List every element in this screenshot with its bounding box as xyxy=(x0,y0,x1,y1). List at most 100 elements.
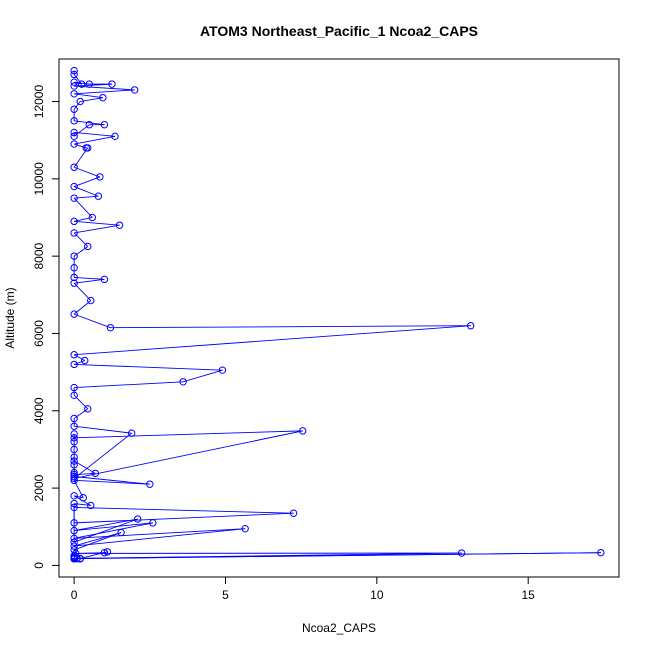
series-segment xyxy=(73,197,93,218)
data-point xyxy=(94,192,103,200)
data-point xyxy=(70,66,78,75)
series-segment xyxy=(73,354,85,361)
data-point xyxy=(70,383,78,392)
series-segment xyxy=(74,430,303,479)
data-point xyxy=(70,526,78,535)
series-segment xyxy=(73,101,81,110)
series-segment xyxy=(74,93,103,99)
data-point xyxy=(70,163,78,171)
data-point xyxy=(96,173,104,181)
y-tick-label: 2000 xyxy=(32,474,46,501)
data-point xyxy=(111,132,119,141)
data-point xyxy=(100,548,109,557)
data-point xyxy=(76,554,84,563)
series-segment xyxy=(74,532,122,547)
data-point xyxy=(70,474,78,483)
data-point xyxy=(70,105,78,113)
data-point xyxy=(70,546,78,554)
x-axis-label: Ncoa2_CAPS xyxy=(302,621,376,635)
data-point xyxy=(70,264,78,272)
data-point xyxy=(84,405,92,413)
data-point xyxy=(82,144,90,152)
series-segment xyxy=(73,166,101,178)
data-point xyxy=(70,252,78,260)
series-segment xyxy=(74,135,116,145)
data-point xyxy=(91,469,100,478)
series-segment xyxy=(74,278,105,284)
data-point xyxy=(70,542,78,550)
series-segment xyxy=(74,195,99,199)
data-point xyxy=(70,90,78,98)
data-point xyxy=(70,194,78,202)
data-point xyxy=(70,78,78,86)
series-segment xyxy=(73,313,111,329)
data-point xyxy=(70,128,78,137)
data-point xyxy=(70,519,78,527)
series-segment xyxy=(80,551,108,559)
series-segment xyxy=(74,479,150,485)
data-point xyxy=(70,468,78,477)
series-segment xyxy=(74,81,82,85)
data-point xyxy=(70,476,78,485)
y-tick-label: 12000 xyxy=(32,85,46,119)
series-segment xyxy=(74,363,223,371)
y-axis-label: Altitude (m) xyxy=(3,287,17,348)
y-tick-label: 0 xyxy=(32,562,46,569)
data-point xyxy=(88,213,96,222)
data-point xyxy=(108,80,116,88)
data-point xyxy=(70,132,78,141)
data-point xyxy=(70,461,78,469)
data-point xyxy=(70,82,78,90)
data-point xyxy=(73,554,81,563)
data-point xyxy=(103,548,112,556)
data-point xyxy=(70,414,78,423)
y-tick-label: 10000 xyxy=(32,162,46,196)
data-point xyxy=(81,356,89,365)
data-point xyxy=(70,434,78,442)
data-point xyxy=(70,472,78,481)
data-point xyxy=(466,322,475,330)
data-point xyxy=(70,70,78,79)
data-point xyxy=(289,509,298,517)
series-segment xyxy=(110,325,471,329)
series-segment xyxy=(73,532,122,551)
data-point xyxy=(70,273,78,282)
data-point xyxy=(70,534,78,543)
data-point xyxy=(70,351,78,359)
data-point xyxy=(70,457,78,465)
series-segment xyxy=(73,74,83,85)
data-point xyxy=(597,548,605,557)
series-segment xyxy=(73,460,96,474)
series-segment xyxy=(73,360,85,365)
series-segment xyxy=(73,432,132,479)
data-point xyxy=(70,279,78,287)
data-point xyxy=(146,480,154,488)
data-point xyxy=(87,296,95,305)
data-point xyxy=(70,360,78,369)
series-segment xyxy=(74,476,150,485)
data-point xyxy=(70,453,78,461)
series-segment xyxy=(73,246,89,257)
y-axis: 0 2000 4000 6000 8000 10000 12000 xyxy=(32,85,60,569)
series-segment xyxy=(74,224,120,234)
series-segment xyxy=(74,276,105,280)
data-point xyxy=(70,492,78,500)
data-point xyxy=(218,366,227,374)
data-point xyxy=(78,80,86,88)
plot-area xyxy=(70,66,605,563)
data-point xyxy=(70,217,78,226)
series-segment xyxy=(73,282,92,301)
data-point xyxy=(100,121,109,129)
x-tick-label: 0 xyxy=(71,588,78,602)
data-point xyxy=(127,429,136,437)
x-tick-label: 10 xyxy=(370,588,384,602)
data-point xyxy=(134,515,142,523)
series-segment xyxy=(74,381,184,389)
x-tick-label: 5 xyxy=(222,588,229,602)
data-point xyxy=(85,80,93,88)
data-point xyxy=(79,494,87,502)
series-segment xyxy=(73,186,99,197)
data-point xyxy=(71,549,80,558)
x-axis: 0 5 10 15 xyxy=(71,576,535,602)
